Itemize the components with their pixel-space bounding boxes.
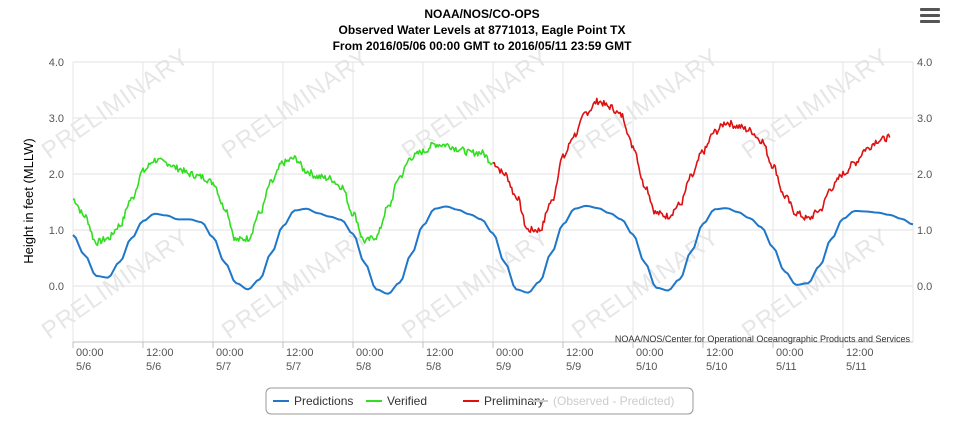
x-tick-time: 00:00 — [76, 347, 104, 359]
legend-item-predictions[interactable]: Predictions — [273, 394, 353, 408]
x-tick-date: 5/11 — [776, 361, 797, 373]
legend: Predictions Verified Preliminary (Observed … — [265, 387, 694, 415]
y-tick-label-left: 1.0 — [49, 225, 64, 237]
x-tick-date: 5/8 — [356, 361, 371, 373]
grid-lines — [72, 61, 914, 343]
legend-item-observed-predicted[interactable]: (Observed - Predicted) — [532, 394, 674, 408]
y-tick-label-left: 3.0 — [49, 113, 64, 125]
chart-subtitle-range: From 2016/05/06 00:00 GMT to 2016/05/11 … — [333, 39, 632, 53]
x-tick-time: 12:00 — [286, 347, 314, 359]
y-tick-label-right: 2.0 — [917, 169, 932, 181]
x-tick-date: 5/10 — [636, 361, 657, 373]
legend-label: (Observed - Predicted) — [553, 394, 674, 408]
x-tick-date: 5/6 — [146, 361, 161, 373]
x-tick-time: 12:00 — [846, 347, 874, 359]
y-tick-label-right: 3.0 — [917, 113, 932, 125]
watermark-text: PRELIMINARY — [567, 223, 724, 345]
series-line-predictions — [72, 204, 914, 295]
x-tick-date: 5/10 — [706, 361, 727, 373]
x-tick-time: 12:00 — [146, 347, 174, 359]
legend-label: Preliminary — [484, 394, 544, 408]
x-tick-time: 00:00 — [776, 347, 804, 359]
hamburger-menu-icon — [920, 8, 940, 11]
y-tick-label-left: 4.0 — [49, 57, 64, 69]
series-lines — [72, 97, 914, 295]
watermark-text: PRELIMINARY — [737, 223, 894, 345]
x-tick-date: 5/9 — [496, 361, 511, 373]
x-tick-time: 12:00 — [426, 347, 454, 359]
y-axis-ticks: 0.0 0.0 1.0 1.0 2.0 2.0 3.0 3.0 4.0 4.0 — [49, 57, 933, 293]
legend-item-preliminary[interactable]: Preliminary — [463, 394, 544, 408]
x-tick-time: 00:00 — [216, 347, 244, 359]
watermark-text: PRELIMINARY — [567, 43, 724, 165]
y-tick-label-left: 0.0 — [49, 281, 64, 293]
x-tick-date: 5/6 — [76, 361, 91, 373]
y-tick-label-left: 2.0 — [49, 169, 64, 181]
watermark-text: PRELIMINARY — [217, 43, 374, 165]
watermark-text: PRELIMINARY — [397, 223, 554, 345]
watermark-text: PRELIMINARY — [397, 43, 554, 165]
watermark-layer: PRELIMINARY PRELIMINARY PRELIMINARY PRELIMI… — [37, 43, 894, 345]
x-tick-date: 5/7 — [216, 361, 231, 373]
watermark-text: PRELIMINARY — [737, 43, 894, 165]
y-tick-label-right: 4.0 — [917, 57, 932, 69]
x-tick-time: 12:00 — [706, 347, 734, 359]
chart-title: NOAA/NOS/CO-OPS — [424, 7, 539, 21]
x-tick-time: 12:00 — [566, 347, 594, 359]
chart-subtitle-station: Observed Water Levels at 8771013, Eagle … — [338, 23, 625, 37]
y-tick-label-right: 1.0 — [917, 225, 932, 237]
x-tick-date: 5/7 — [286, 361, 301, 373]
y-axis-label: Height in feet (MLLW) — [21, 138, 36, 263]
x-tick-time: 00:00 — [636, 347, 664, 359]
series-line-verified — [72, 141, 494, 246]
legend-item-verified[interactable]: Verified — [366, 394, 427, 408]
chart-menu-button[interactable] — [920, 8, 940, 24]
x-axis-ticks: 00:00 5/6 12:00 5/6 00:00 5/7 12:00 5/7 00:00 5/8… — [72, 342, 874, 373]
x-tick-time: 00:00 — [356, 347, 384, 359]
x-tick-date: 5/11 — [846, 361, 867, 373]
chart-credit: NOAA/NOS/Center for Operational Oceanogr… — [615, 334, 911, 344]
legend-label: Predictions — [294, 394, 353, 408]
x-tick-date: 5/8 — [426, 361, 441, 373]
legend-label: Verified — [387, 394, 427, 408]
series-line-preliminary — [492, 97, 891, 234]
legend-box — [265, 387, 694, 415]
x-tick-date: 5/9 — [566, 361, 581, 373]
y-tick-label-right: 0.0 — [917, 281, 932, 293]
x-tick-time: 00:00 — [496, 347, 524, 359]
